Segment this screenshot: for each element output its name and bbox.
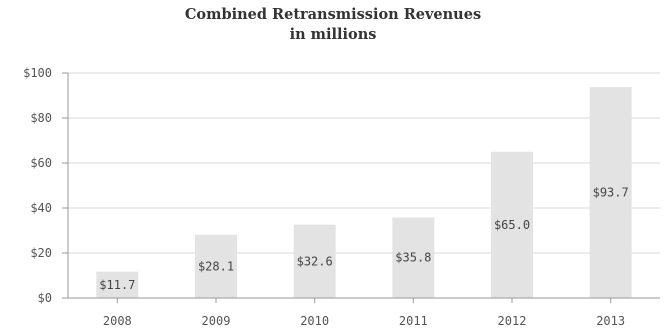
- x-tick-label: 2011: [399, 314, 428, 328]
- y-tick-label: $80: [30, 111, 52, 125]
- data-label-2010: $32.6: [297, 254, 333, 268]
- chart-subtitle: in millions: [289, 26, 377, 43]
- bar-2011: [392, 217, 435, 298]
- x-tick-label: 2009: [202, 314, 231, 328]
- data-label-2008: $11.7: [99, 278, 135, 292]
- x-tick-label: 2013: [596, 314, 625, 328]
- bar-2010: [293, 224, 336, 298]
- data-label-2012: $65.0: [494, 218, 530, 232]
- chart-title: Combined Retransmission Revenues: [184, 6, 482, 23]
- x-tick-label: 2012: [498, 314, 527, 328]
- data-label-2013: $93.7: [593, 186, 629, 200]
- bar-2013: [589, 87, 632, 298]
- bar-2012: [491, 151, 533, 298]
- y-tick-label: $40: [30, 201, 52, 215]
- y-tick-label: $20: [30, 246, 52, 260]
- bar-2009: [195, 234, 237, 298]
- x-tick-label: 2010: [300, 314, 329, 328]
- y-tick-label: $60: [30, 156, 52, 170]
- y-tick-label: $0: [38, 291, 52, 305]
- bar-2008: [96, 271, 139, 298]
- y-tick-label: $100: [23, 66, 52, 80]
- x-tick-label: 2008: [103, 314, 132, 328]
- data-label-2009: $28.1: [198, 259, 234, 273]
- data-label-2011: $35.8: [395, 251, 431, 265]
